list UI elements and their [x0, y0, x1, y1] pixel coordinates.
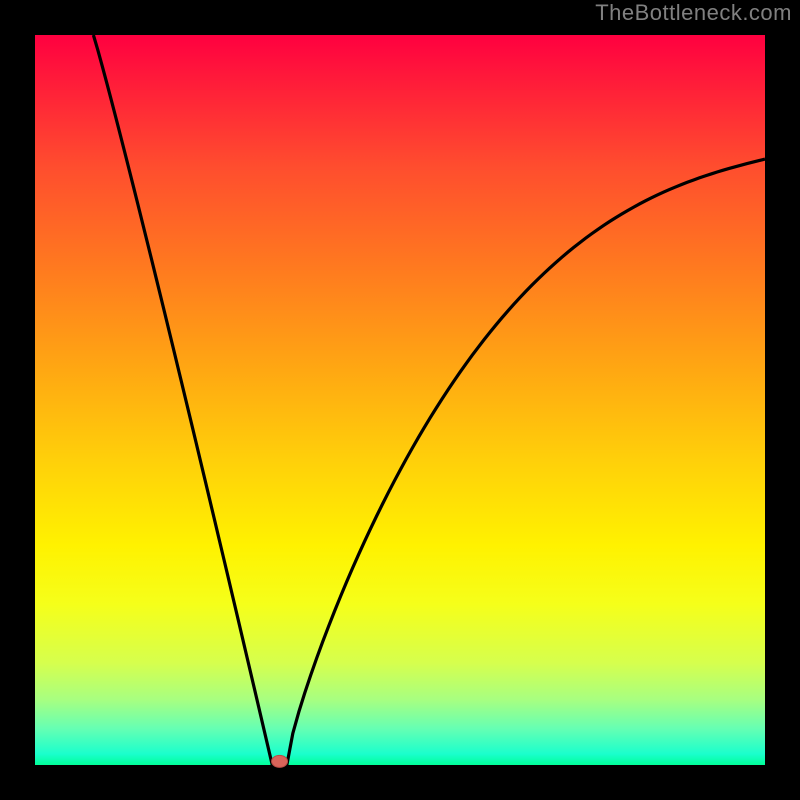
watermark-text: TheBottleneck.com [595, 0, 792, 26]
optimum-marker [272, 755, 288, 767]
bottleneck-chart [0, 0, 800, 800]
plot-gradient-background [35, 35, 765, 765]
